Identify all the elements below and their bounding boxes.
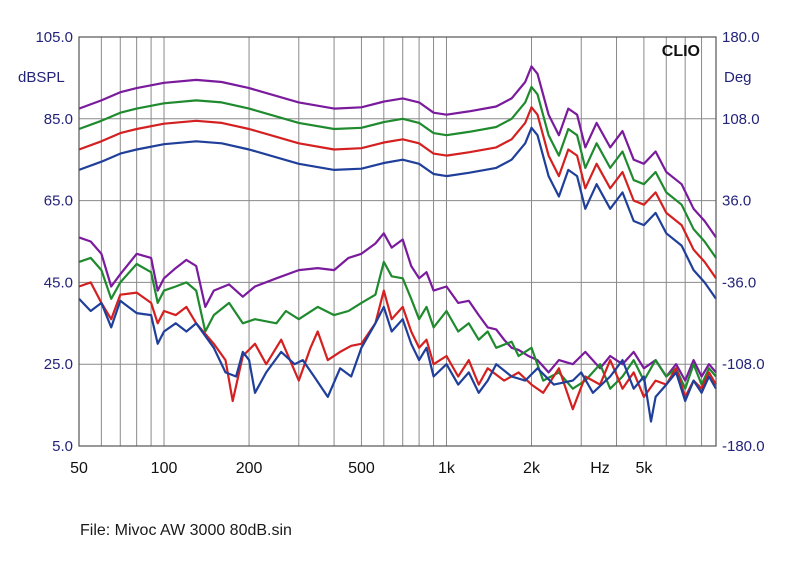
left-tick-label: 65.0 [44,193,73,210]
right-axis-label: Deg [724,69,752,86]
distortion-curve-blue [78,298,717,423]
right-tick-label: -108.0 [722,356,765,373]
left-tick-label: 85.0 [44,111,73,128]
left-tick-label: 45.0 [44,274,73,291]
left-tick-label: 5.0 [52,438,73,455]
distortion-curve-green [78,256,717,390]
left-axis-ticks: 105.0 85.0 65.0 45.0 25.0 5.0 [35,29,73,455]
x-tick-label: 50 [70,460,88,477]
right-tick-label: 180.0 [722,29,760,46]
right-axis-ticks: 180.0 108.0 36.0 -36.0 -108.0 -180.0 [722,29,765,455]
x-tick-label: 1k [438,460,456,477]
x-axis-unit-label: Hz [590,460,610,477]
x-axis-ticks: 50 100 200 500 1k 2k 5k [70,460,653,477]
plot-frame [78,36,717,447]
distortion-curve-purple [78,232,717,382]
response-curve-red [78,106,717,279]
left-tick-label: 105.0 [35,29,73,46]
response-curve-blue [78,126,717,300]
file-name-label: File: Mivoc AW 3000 80dB.sin [80,522,292,539]
response-curve-green [78,85,717,259]
right-tick-label: 108.0 [722,111,760,128]
right-tick-label: 36.0 [722,193,751,210]
x-tick-label: 100 [151,460,178,477]
x-tick-label: 5k [635,460,653,477]
left-tick-label: 25.0 [44,356,73,373]
x-tick-label: 2k [523,460,541,477]
clio-brand-label: CLIO [662,43,700,60]
left-axis-label: dBSPL [18,69,65,86]
distortion-curve-red [78,281,717,411]
x-tick-label: 200 [236,460,263,477]
response-curve-purple [78,65,717,239]
frequency-response-chart: CLIO dBSPL Deg 105.085.065.045.025.05.0 … [18,29,765,477]
right-tick-label: -36.0 [722,274,756,291]
x-tick-label: 500 [348,460,375,477]
plot-area [78,65,717,423]
right-tick-label: -180.0 [722,438,765,455]
